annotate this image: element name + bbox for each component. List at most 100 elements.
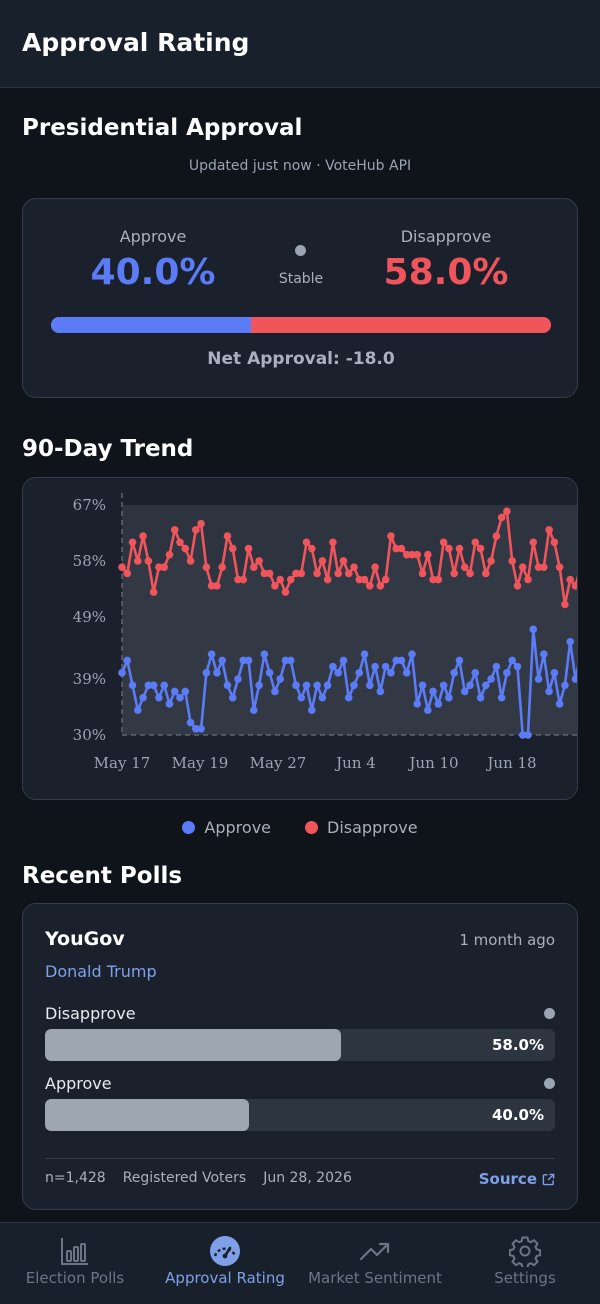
data-point-disapprove[interactable] xyxy=(376,582,385,590)
data-point-disapprove[interactable] xyxy=(128,538,137,547)
data-point-approve[interactable] xyxy=(476,693,485,702)
data-point-approve[interactable] xyxy=(339,656,348,665)
data-point-approve[interactable] xyxy=(381,662,390,671)
data-point-disapprove[interactable] xyxy=(450,569,458,578)
data-point-approve[interactable] xyxy=(482,681,490,690)
data-point-approve[interactable] xyxy=(160,681,168,690)
data-point-approve[interactable] xyxy=(566,637,574,646)
source-link[interactable]: Source xyxy=(479,1170,555,1188)
data-point-approve[interactable] xyxy=(186,718,195,727)
data-point-disapprove[interactable] xyxy=(292,569,300,578)
data-point-disapprove[interactable] xyxy=(540,563,548,571)
data-point-approve[interactable] xyxy=(429,687,437,696)
data-point-approve[interactable] xyxy=(366,681,374,690)
data-point-disapprove[interactable] xyxy=(244,544,253,553)
data-point-disapprove[interactable] xyxy=(144,557,153,565)
data-point-approve[interactable] xyxy=(450,669,458,677)
data-point-disapprove[interactable] xyxy=(286,575,295,584)
data-point-disapprove[interactable] xyxy=(513,582,522,590)
data-point-approve[interactable] xyxy=(118,669,126,677)
data-point-disapprove[interactable] xyxy=(439,538,448,547)
data-point-approve[interactable] xyxy=(281,656,290,665)
data-point-approve[interactable] xyxy=(392,656,400,665)
data-point-approve[interactable] xyxy=(223,681,232,690)
data-point-disapprove[interactable] xyxy=(476,544,485,553)
data-point-approve[interactable] xyxy=(371,662,379,671)
data-point-disapprove[interactable] xyxy=(339,557,348,565)
data-point-approve[interactable] xyxy=(571,675,578,683)
data-point-approve[interactable] xyxy=(139,693,147,702)
data-point-disapprove[interactable] xyxy=(265,569,274,578)
data-point-approve[interactable] xyxy=(555,700,564,708)
data-point-disapprove[interactable] xyxy=(186,557,195,565)
data-point-disapprove[interactable] xyxy=(313,569,321,578)
data-point-disapprove[interactable] xyxy=(392,544,400,553)
data-point-approve[interactable] xyxy=(123,656,132,665)
data-point-approve[interactable] xyxy=(134,706,142,714)
data-point-approve[interactable] xyxy=(460,687,469,696)
data-point-approve[interactable] xyxy=(350,681,358,690)
data-point-disapprove[interactable] xyxy=(413,550,422,559)
data-point-disapprove[interactable] xyxy=(534,563,543,571)
data-point-disapprove[interactable] xyxy=(181,544,190,553)
data-point-disapprove[interactable] xyxy=(276,575,284,584)
data-point-approve[interactable] xyxy=(344,693,353,702)
data-point-disapprove[interactable] xyxy=(228,544,237,553)
data-point-disapprove[interactable] xyxy=(118,563,126,571)
data-point-approve[interactable] xyxy=(534,675,543,683)
data-point-approve[interactable] xyxy=(418,681,427,690)
data-point-approve[interactable] xyxy=(360,650,369,658)
data-point-disapprove[interactable] xyxy=(239,575,248,584)
data-point-approve[interactable] xyxy=(513,662,522,671)
data-point-disapprove[interactable] xyxy=(271,582,279,590)
data-point-approve[interactable] xyxy=(302,681,311,690)
data-point-approve[interactable] xyxy=(149,681,158,690)
data-point-approve[interactable] xyxy=(218,656,226,665)
data-point-approve[interactable] xyxy=(466,681,474,690)
data-point-approve[interactable] xyxy=(176,693,184,702)
data-point-disapprove[interactable] xyxy=(155,563,163,571)
data-point-disapprove[interactable] xyxy=(281,588,290,596)
data-point-disapprove[interactable] xyxy=(529,538,538,547)
data-point-approve[interactable] xyxy=(239,656,248,665)
data-point-disapprove[interactable] xyxy=(250,563,258,571)
data-point-disapprove[interactable] xyxy=(207,582,216,590)
data-point-disapprove[interactable] xyxy=(149,588,158,596)
data-point-disapprove[interactable] xyxy=(371,563,379,571)
data-point-disapprove[interactable] xyxy=(176,538,184,547)
data-point-disapprove[interactable] xyxy=(471,538,480,547)
data-point-approve[interactable] xyxy=(497,693,506,702)
data-point-disapprove[interactable] xyxy=(482,569,490,578)
data-point-approve[interactable] xyxy=(376,687,385,696)
data-point-disapprove[interactable] xyxy=(508,557,516,565)
data-point-disapprove[interactable] xyxy=(434,575,443,584)
data-point-approve[interactable] xyxy=(297,693,306,702)
data-point-approve[interactable] xyxy=(292,681,300,690)
data-point-approve[interactable] xyxy=(260,650,269,658)
data-point-approve[interactable] xyxy=(492,662,501,671)
data-point-approve[interactable] xyxy=(334,669,342,677)
data-point-disapprove[interactable] xyxy=(344,569,353,578)
data-point-disapprove[interactable] xyxy=(197,519,205,528)
data-point-disapprove[interactable] xyxy=(576,563,578,571)
data-point-disapprove[interactable] xyxy=(524,575,532,584)
data-point-approve[interactable] xyxy=(413,700,422,708)
data-point-disapprove[interactable] xyxy=(160,563,168,571)
data-point-disapprove[interactable] xyxy=(213,582,221,590)
data-point-disapprove[interactable] xyxy=(360,575,369,584)
data-point-approve[interactable] xyxy=(213,669,221,677)
data-point-approve[interactable] xyxy=(434,700,443,708)
data-point-disapprove[interactable] xyxy=(223,532,232,540)
data-point-disapprove[interactable] xyxy=(571,582,578,590)
tab-market-sentiment[interactable]: Market Sentiment xyxy=(300,1223,450,1304)
data-point-approve[interactable] xyxy=(487,675,495,683)
data-point-approve[interactable] xyxy=(197,724,205,733)
data-point-disapprove[interactable] xyxy=(381,575,390,584)
data-point-approve[interactable] xyxy=(540,650,548,658)
data-point-approve[interactable] xyxy=(524,731,532,739)
data-point-approve[interactable] xyxy=(202,669,211,677)
data-point-disapprove[interactable] xyxy=(255,557,263,565)
data-point-disapprove[interactable] xyxy=(202,563,211,571)
data-point-approve[interactable] xyxy=(387,669,395,677)
tab-election-polls[interactable]: Election Polls xyxy=(0,1223,150,1304)
